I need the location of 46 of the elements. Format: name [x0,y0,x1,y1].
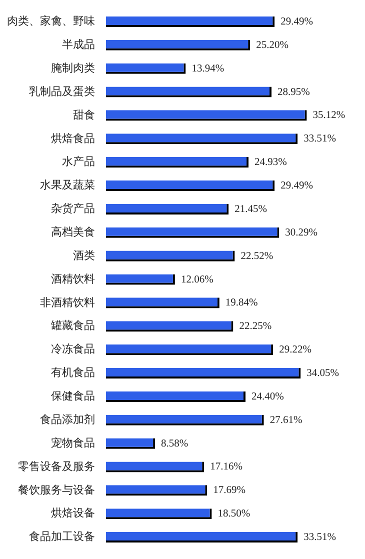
y-tick-label: 烘焙食品 [51,132,95,145]
y-tick-label: 水产品 [62,155,95,168]
data-label: 25.20% [256,40,289,51]
data-label: 24.93% [254,157,288,168]
y-tick-label: 零售设备及服务 [18,460,95,473]
data-label: 33.51% [304,532,336,544]
y-tick-label: 腌制肉类 [51,61,95,74]
data-label: 30.29% [285,227,318,238]
data-label: 8.58% [161,438,188,450]
data-label: 21.45% [234,204,268,215]
y-tick-label: 餐饮服务与设备 [18,483,95,496]
y-tick-label: 酒类 [73,248,95,262]
data-label: 29.49% [280,180,314,192]
y-tick-label: 食品添加剂 [40,412,95,426]
y-tick-label: 有机食品 [51,366,95,380]
data-label: 18.50% [218,508,250,520]
y-tick-label: 杂货产品 [51,202,95,216]
data-label: 24.40% [252,391,284,402]
data-label: 34.05% [306,368,340,379]
y-tick-label: 甜食 [73,108,95,122]
y-tick-label: 乳制品及蛋类 [29,84,95,98]
y-tick-label: 高档美食 [51,225,95,238]
data-label: 29.22% [279,344,312,356]
y-tick-label: 宠物食品 [51,436,95,450]
y-tick-label: 肉类、家禽、野味 [7,14,95,28]
data-label: 33.51% [304,134,336,145]
y-tick-label: 半成品 [62,38,95,52]
y-tick-label: 非酒精饮料 [40,296,95,309]
data-label: 12.06% [180,274,214,286]
data-label: 35.12% [312,110,346,122]
data-label: 28.95% [278,86,310,98]
y-tick-label: 保健食品 [51,390,95,403]
data-label: 27.61% [270,414,302,426]
y-tick-label: 冷冻食品 [51,342,95,356]
y-tick-label: 罐藏食品 [51,319,95,332]
data-label: 17.69% [213,485,246,496]
data-label: 13.94% [192,63,224,74]
y-tick-label: 水果及蔬菜 [40,178,95,192]
y-tick-label: 食品加工设备 [29,530,95,544]
data-label: 19.84% [225,298,258,309]
data-label: 22.25% [239,321,272,332]
y-tick-label: 烘焙设备 [51,506,95,520]
y-tick-label: 酒精饮料 [51,272,95,286]
data-label: 29.49% [280,16,314,28]
data-label: 17.16% [210,462,243,473]
data-label: 22.52% [240,250,274,262]
